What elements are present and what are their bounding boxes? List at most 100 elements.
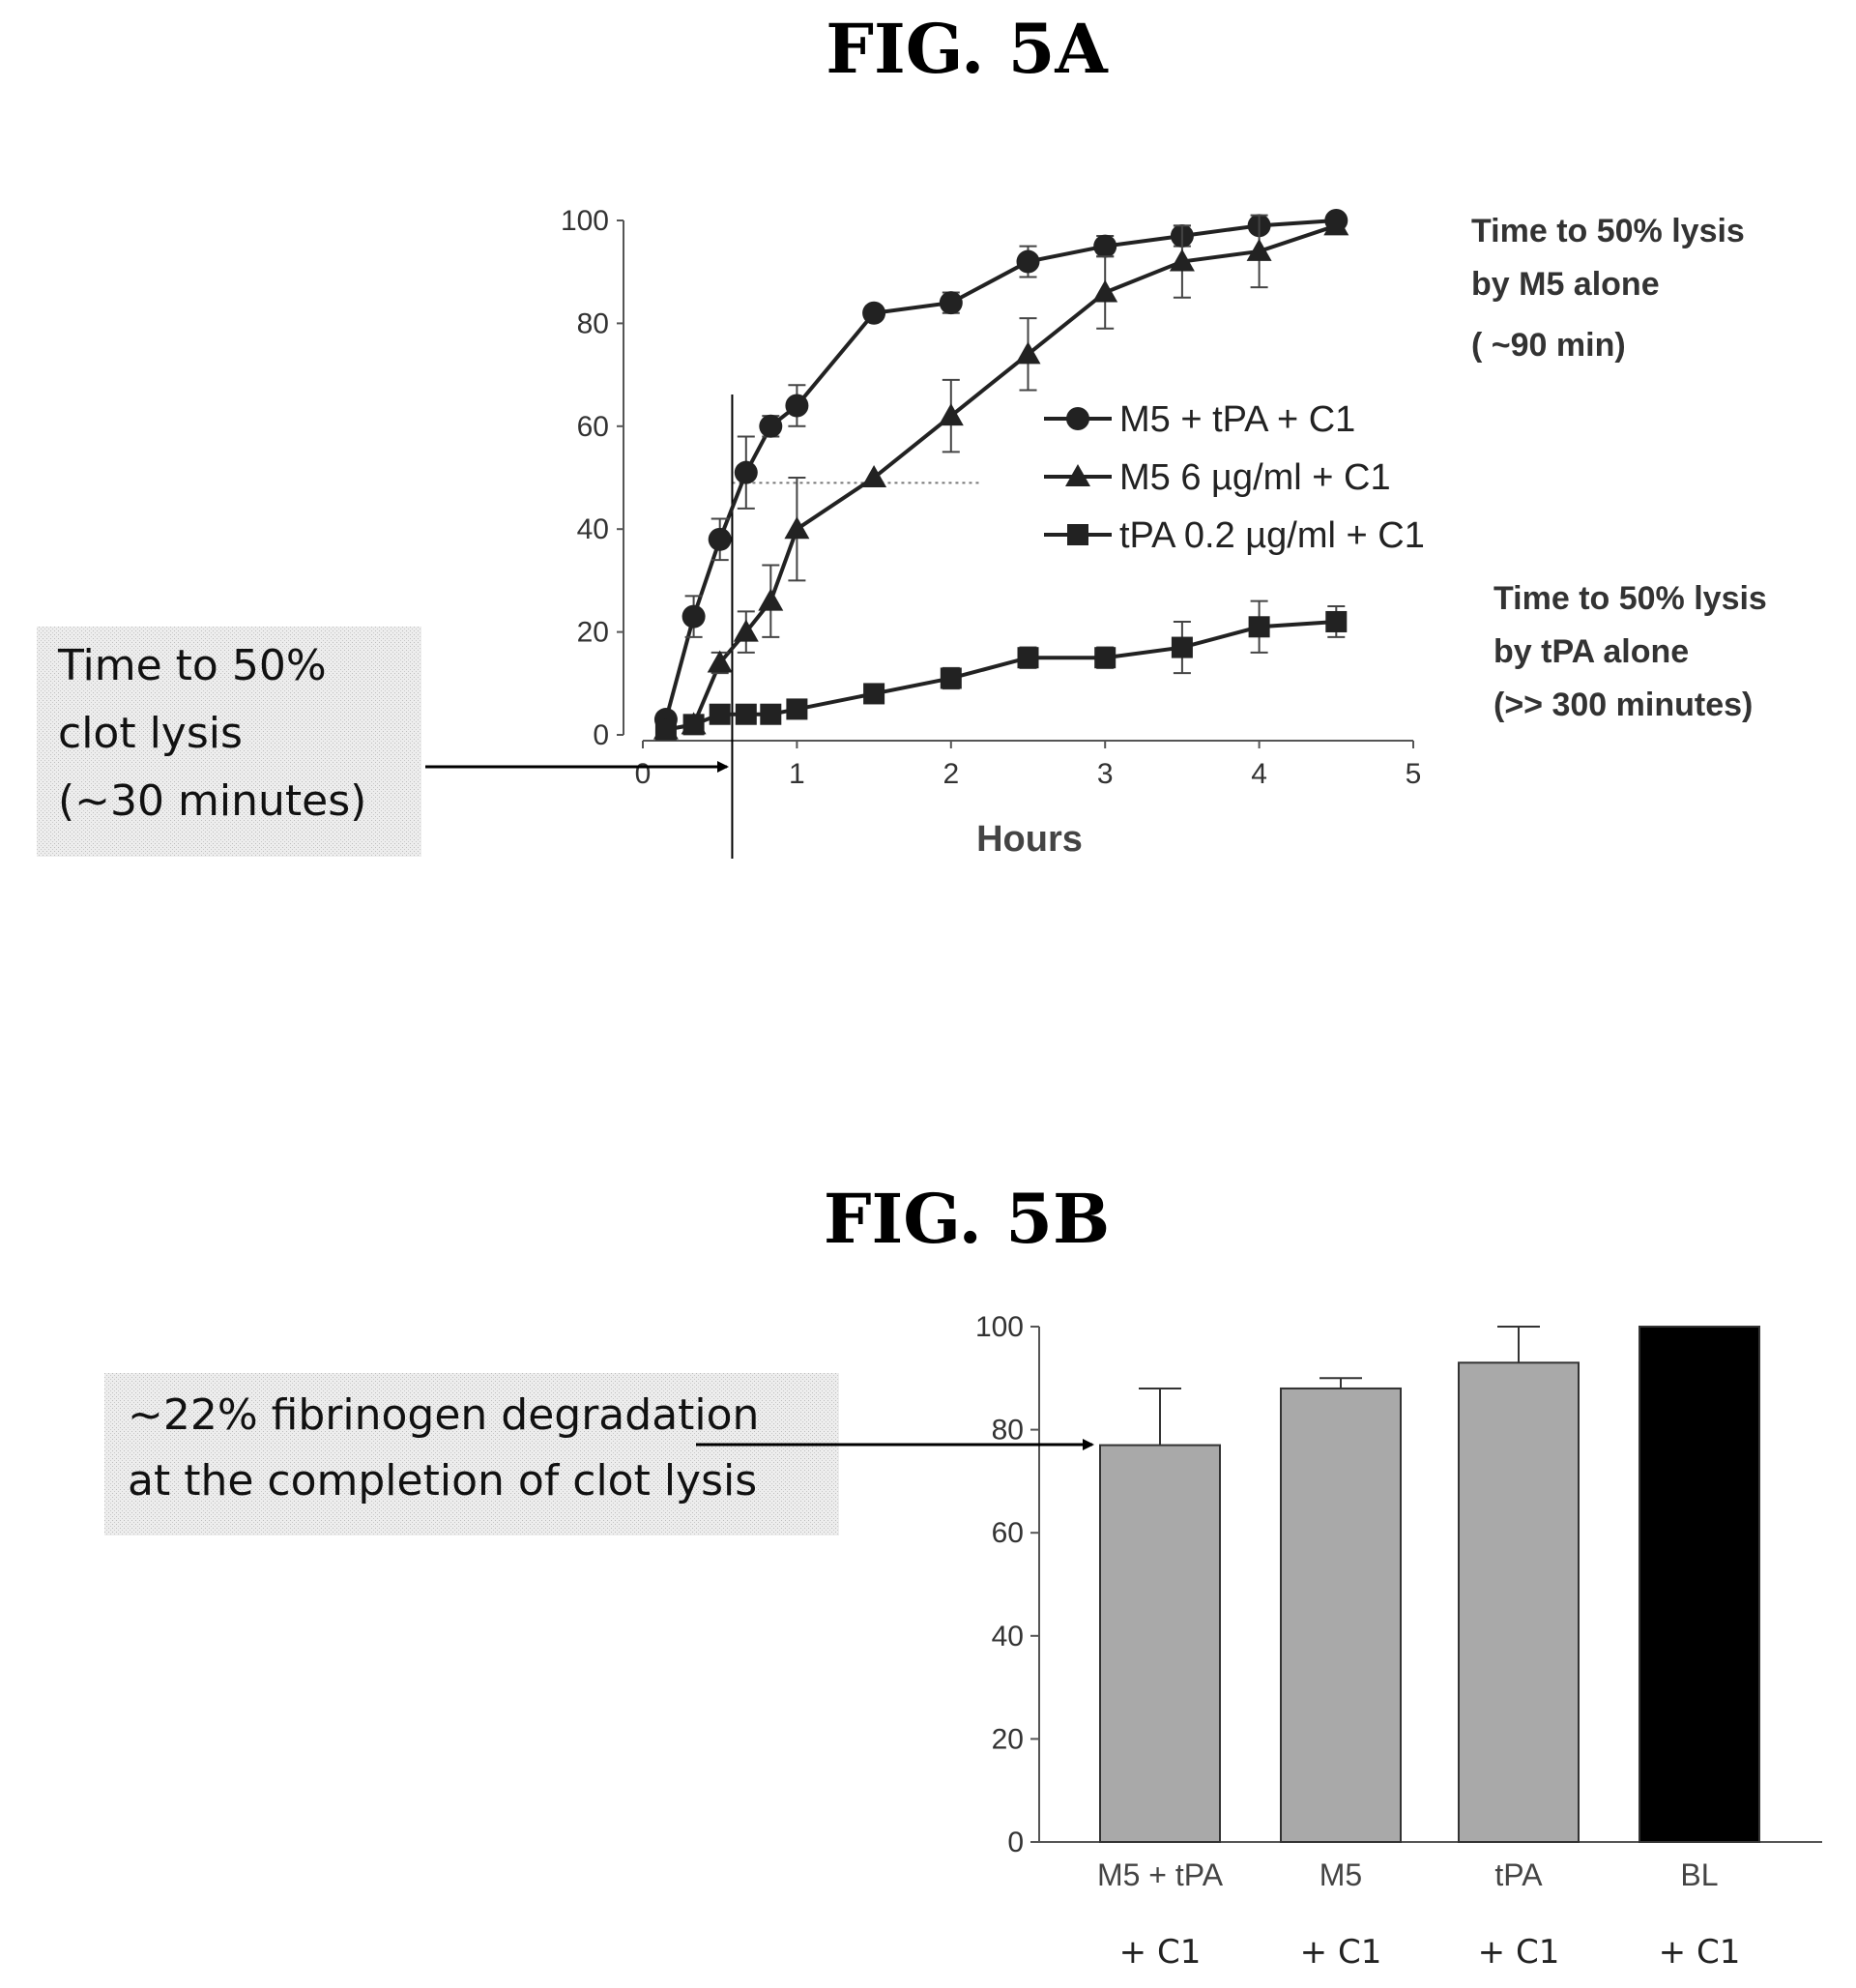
fig-5a-data-point <box>682 714 705 736</box>
fibrinogen-callout-box <box>104 1373 839 1535</box>
fig-5b-category-label: M5 + tPA <box>1097 1857 1224 1892</box>
fig-5a-data-point <box>759 414 783 438</box>
fibrinogen-callout-line-2: at the completion of clot lysis <box>128 1456 757 1506</box>
fig-5a-data-point <box>861 465 887 487</box>
fig-5a-legend-item: tPA 0.2 µg/ml + C1 <box>1044 515 1425 556</box>
fig-5b-y-tick-label: 60 <box>992 1517 1024 1549</box>
fig-5a-y-tick-label: 0 <box>593 719 609 751</box>
fig-5b-bar <box>1280 1387 1402 1843</box>
clot-lysis-callout-box <box>37 627 421 857</box>
m5-note-line-1: Time to 50% lysis <box>1471 213 1745 249</box>
fig-5a-series-triangle <box>652 213 1349 740</box>
fig-5b-category-labels: M5 + tPA + C1 M5 + C1 tPA + C1 BL + C1 <box>1097 1857 1740 1972</box>
fig-5a-data-point <box>938 403 964 426</box>
fig-5a-x-tick-label: 0 <box>635 758 652 790</box>
fig-5a-data-point <box>784 516 810 540</box>
fig-5a-data-point <box>939 291 963 315</box>
fig-5a-series-square <box>654 599 1348 741</box>
fig-5a-data-point <box>1246 238 1272 261</box>
fig-5b-bar <box>1458 1361 1580 1844</box>
m5-alone-note: Time to 50% lysis by M5 alone ( ~90 min) <box>1471 213 1745 364</box>
fig-5a-legend: M5 + tPA + C1 M5 6 µg/ml + C1 tPA 0.2 µg/m… <box>1044 399 1425 556</box>
fig-5a-x-tick-label: 4 <box>1251 758 1267 790</box>
fig-5a-data-point <box>1017 647 1039 669</box>
clot-lysis-callout: Time to 50% clot lysis (~30 minutes) <box>37 627 729 857</box>
tpa-note-line-2: by tPA alone <box>1494 633 1689 670</box>
fig-5b-y-tick-label: 80 <box>992 1415 1024 1447</box>
fig-5a-legend-label: tPA 0.2 µg/ml + C1 <box>1119 515 1425 556</box>
fig-5a-data-point <box>758 588 784 611</box>
fig-5b-category-sublabel: + C1 <box>1478 1933 1560 1972</box>
fig-5a-data-point <box>1171 636 1193 658</box>
fig-5b-y-tick-label: 40 <box>992 1621 1024 1652</box>
fig-5a-y-tick-label: 40 <box>577 513 609 545</box>
m5-note-line-3: ( ~90 min) <box>1471 327 1626 364</box>
fig-5b-category-label: M5 <box>1320 1857 1362 1892</box>
fig-5b-bars-layer <box>1099 1326 1760 1844</box>
fig-5a-data-point <box>733 619 759 642</box>
fig-5a-data-point <box>707 650 733 673</box>
clot-lysis-callout-line-2: clot lysis <box>58 709 243 758</box>
fig-5a-data-point <box>682 604 706 629</box>
fig-5b-category-label: BL <box>1680 1857 1718 1892</box>
fig-5a-data-point <box>735 703 757 725</box>
fig-5a-legend-item: M5 6 µg/ml + C1 <box>1044 457 1391 498</box>
fig-5a-legend-marker <box>1065 464 1090 486</box>
fig-5a-data-point <box>1248 616 1270 638</box>
fig-5a-x-tick-label: 3 <box>1097 758 1114 790</box>
tpa-note-line-1: Time to 50% lysis <box>1494 580 1767 617</box>
tpa-note-line-3: (>> 300 minutes) <box>1494 687 1753 723</box>
fig-5b-y-tick-label: 0 <box>1007 1827 1024 1858</box>
fig-5a-x-tick-label: 1 <box>789 758 805 790</box>
fig-5b-title: FIG. 5B <box>824 1179 1110 1259</box>
m5-note-line-2: by M5 alone <box>1471 266 1660 303</box>
fig-5a-legend-label: M5 + tPA + C1 <box>1119 399 1355 440</box>
fig-5a-y-tick-label: 20 <box>577 617 609 649</box>
fig-5a-axes: 0 20 40 60 80 100 0 1 2 3 4 5 <box>561 205 1421 790</box>
fig-5a-y-tick-label: 80 <box>577 307 609 339</box>
fig-5a-data-point <box>1169 248 1195 272</box>
fig-5a-data-point <box>760 703 782 725</box>
fibrinogen-callout-line-1: ~22% fibrinogen degradation <box>128 1390 759 1440</box>
fig-5a-data-point <box>1325 610 1348 632</box>
fig-5a-data-point <box>1092 279 1118 303</box>
fig-5a-y-tick-label: 100 <box>561 205 609 237</box>
fig-5a-data-point <box>940 667 962 689</box>
fig-5a-data-point <box>786 698 808 720</box>
clot-lysis-callout-line-3: (~30 minutes) <box>58 776 366 826</box>
fig-5a-reference-lines <box>731 395 982 859</box>
fig-5b-bar <box>1638 1326 1760 1843</box>
fig-5a-data-point <box>1015 341 1041 365</box>
fig-5b-category-sublabel: + C1 <box>1300 1933 1382 1972</box>
fig-5a-data-point <box>1323 213 1349 236</box>
fig-5a-x-axis-label: Hours <box>976 819 1083 860</box>
fig-5b-y-tick-label: 20 <box>992 1723 1024 1755</box>
fig-5a-data-point <box>785 394 809 418</box>
fig-5b-y-tick-label: 100 <box>975 1311 1024 1343</box>
fig-5a-legend-marker <box>1066 407 1089 430</box>
fig-5a-data-point <box>708 527 732 551</box>
clot-lysis-callout-line-1: Time to 50% <box>57 641 327 690</box>
fig-5b-category-sublabel: + C1 <box>1659 1933 1741 1972</box>
fig-5a-y-tick-label: 60 <box>577 411 609 443</box>
fig-5b-category-sublabel: + C1 <box>1119 1933 1202 1972</box>
fig-5a-legend-label: M5 6 µg/ml + C1 <box>1119 457 1391 498</box>
fig-5a-data-point <box>1093 234 1117 258</box>
fig-5a-x-tick-label: 5 <box>1406 758 1422 790</box>
fig-5a-data-point <box>862 301 886 325</box>
fig-5a-data-point <box>709 703 731 725</box>
fig-5a-data-point <box>863 683 885 705</box>
fig-5b-bar-chart: 0 20 40 60 80 100 M5 + tPA + C1 M5 + C1 tPA + C1 BL… <box>975 1311 1822 1972</box>
tpa-alone-note: Time to 50% lysis by tPA alone (>> 300 m… <box>1494 580 1767 723</box>
fig-5a-legend-marker <box>1067 524 1088 545</box>
fig-5a-legend-item: M5 + tPA + C1 <box>1044 399 1355 440</box>
fibrinogen-callout: ~22% fibrinogen degradation at the compl… <box>104 1373 1094 1535</box>
fig-5a-data-point <box>734 460 758 484</box>
fig-5a-series-layer <box>652 209 1349 741</box>
fig-5a-title: FIG. 5A <box>826 9 1109 89</box>
fig-5a-data-point <box>1094 647 1116 669</box>
fig-5a-data-point <box>1016 249 1040 274</box>
fig-5b-bar <box>1099 1444 1221 1843</box>
